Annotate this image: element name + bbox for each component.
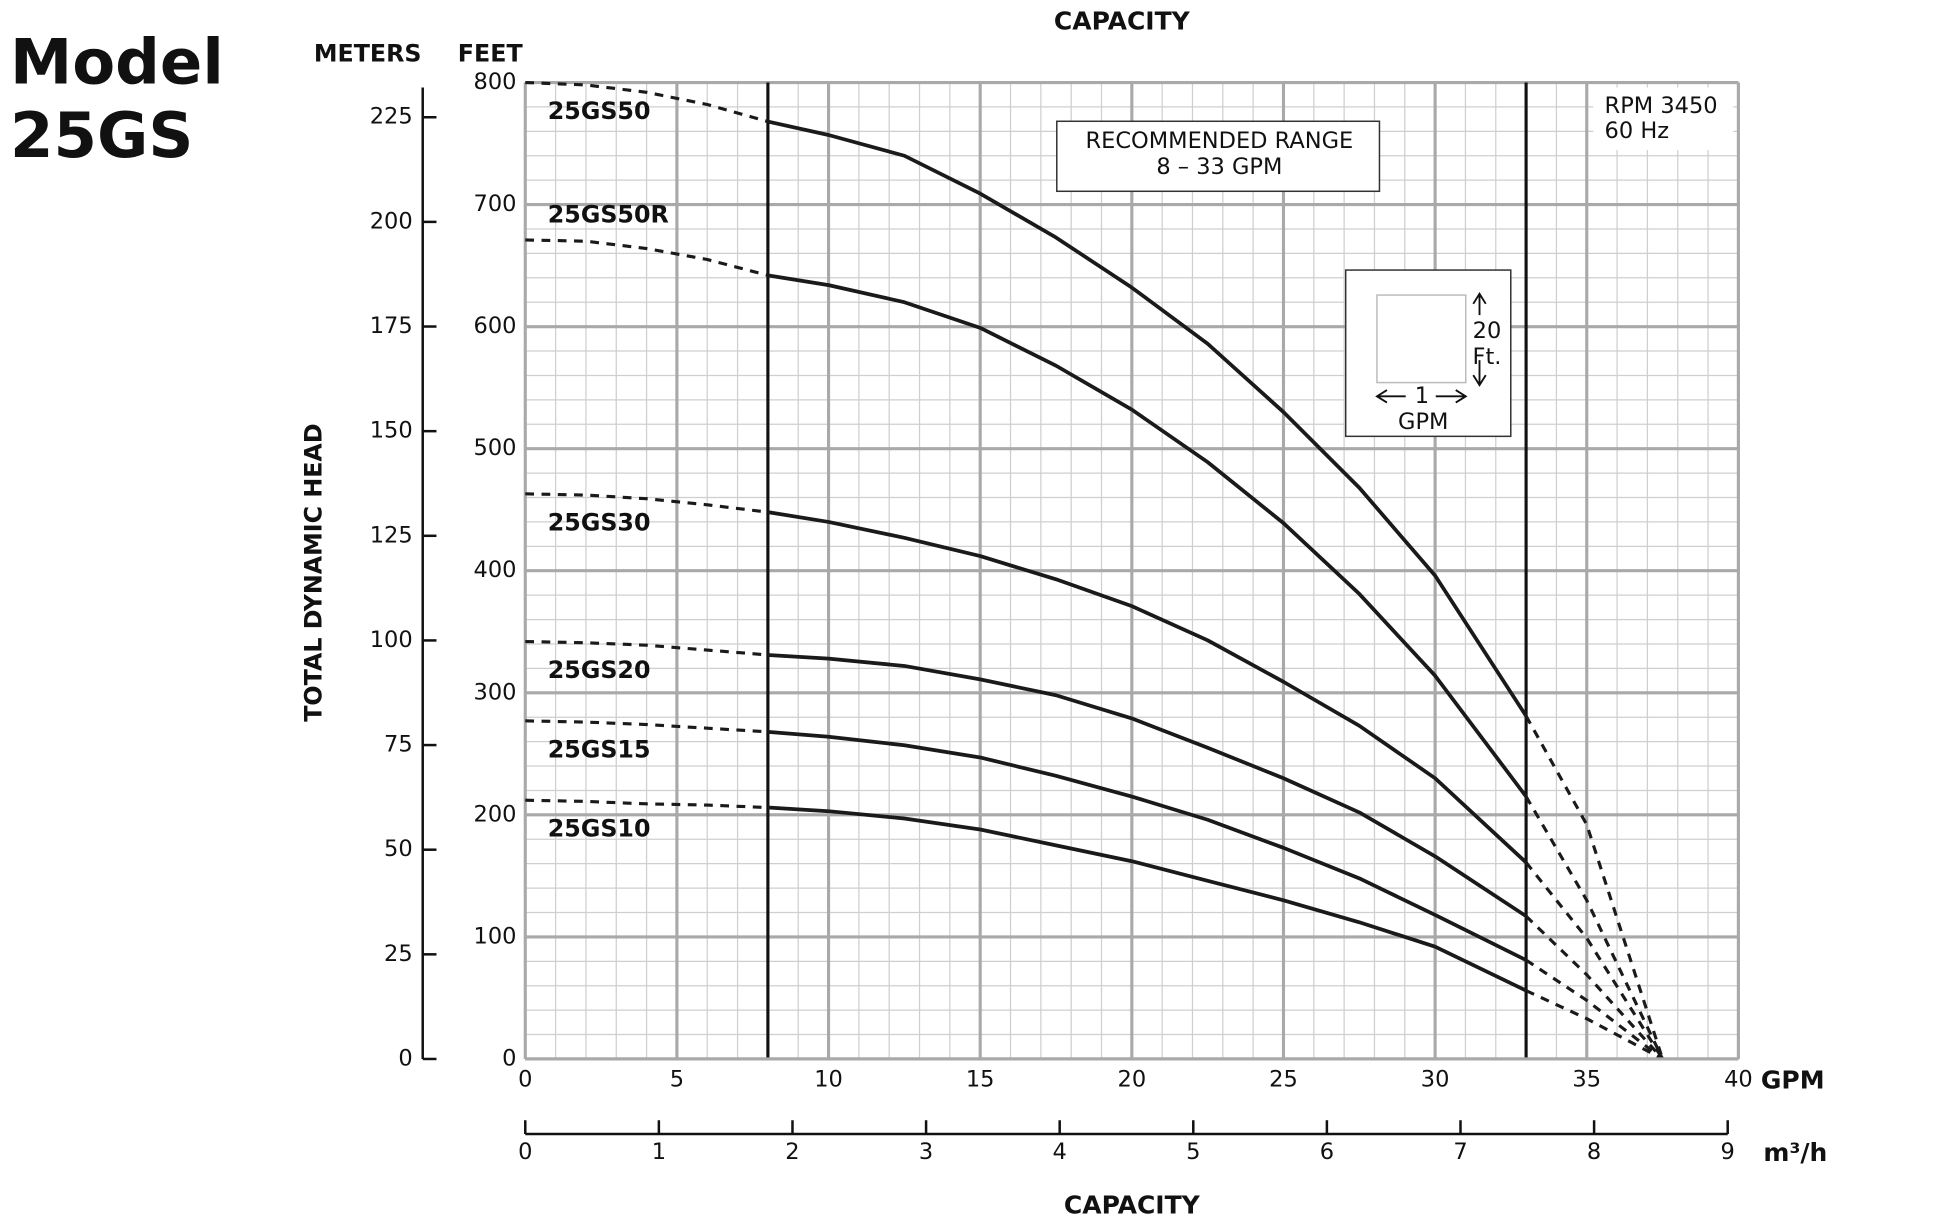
scale-arrow bbox=[1375, 389, 1468, 404]
y2-tick-label: 100 bbox=[370, 627, 413, 653]
y-unit: FEET bbox=[458, 40, 524, 68]
y-tick-label: 400 bbox=[474, 557, 517, 583]
y-tick-label: 600 bbox=[474, 313, 517, 339]
y2-tick-label: 0 bbox=[398, 1045, 412, 1071]
scale-gpm-unit: GPM bbox=[1398, 409, 1448, 435]
x2-tick-label: 9 bbox=[1721, 1139, 1735, 1165]
x-tick-label: 10 bbox=[814, 1067, 843, 1093]
x2-title: CAPACITY bbox=[1064, 1191, 1201, 1219]
series-label: 25GS50R bbox=[548, 201, 669, 229]
y-tick-label: 500 bbox=[474, 435, 517, 461]
x-tick-label: 35 bbox=[1572, 1067, 1601, 1093]
series-line bbox=[767, 805, 1527, 993]
series-line-dashed bbox=[525, 719, 768, 734]
grid bbox=[523, 80, 1740, 1061]
series-line-dashed bbox=[525, 798, 768, 810]
range-label: 8 – 33 GPM bbox=[1156, 154, 1282, 180]
y2-tick-label: 175 bbox=[370, 313, 413, 339]
x2-tick-label: 8 bbox=[1587, 1139, 1601, 1165]
x2-tick-label: 0 bbox=[518, 1139, 532, 1165]
range-box bbox=[1056, 120, 1381, 193]
x-tick-label: 30 bbox=[1421, 1067, 1450, 1093]
y2-tick-label: 25 bbox=[384, 941, 413, 967]
y2-tick-label: 75 bbox=[384, 732, 413, 758]
series-line-dashed bbox=[1525, 989, 1664, 1061]
x-tick-label: 25 bbox=[1269, 1067, 1298, 1093]
scale-box bbox=[1344, 269, 1512, 438]
series-label: 25GS20 bbox=[548, 656, 651, 684]
y2-unit: METERS bbox=[314, 40, 422, 68]
series-label: 25GS30 bbox=[548, 508, 651, 536]
series-label: 25GS15 bbox=[548, 735, 651, 763]
x-tick-label: 40 bbox=[1724, 1067, 1753, 1093]
series-label: 25GS50 bbox=[548, 97, 651, 125]
x2-tick-label: 3 bbox=[919, 1139, 933, 1165]
series-line-dashed bbox=[1525, 958, 1664, 1061]
y-tick-label: 200 bbox=[474, 801, 517, 827]
series-line-dashed bbox=[525, 80, 769, 124]
y2-tick-label: 150 bbox=[370, 418, 413, 444]
series-line bbox=[767, 510, 1528, 864]
x2-tick-label: 5 bbox=[1186, 1139, 1200, 1165]
x2-tick-label: 6 bbox=[1320, 1139, 1334, 1165]
series-line bbox=[767, 653, 1528, 918]
x2-tick-label: 7 bbox=[1453, 1139, 1467, 1165]
x-tick-label: 0 bbox=[518, 1067, 532, 1093]
y-tick-label: 700 bbox=[474, 191, 517, 217]
x2-tick-label: 4 bbox=[1053, 1139, 1067, 1165]
x-unit: GPM bbox=[1761, 1065, 1825, 1094]
scale-square bbox=[1376, 294, 1467, 384]
title: 25GS bbox=[10, 99, 193, 172]
series-line bbox=[767, 273, 1528, 798]
y2-tick-label: 225 bbox=[370, 104, 413, 130]
x2-unit: m³/h bbox=[1763, 1138, 1827, 1167]
y2-tick-label: 200 bbox=[370, 208, 413, 234]
series-line bbox=[767, 729, 1527, 962]
x-tick-label: 5 bbox=[670, 1067, 684, 1093]
info-text: 60 Hz bbox=[1605, 118, 1670, 144]
scale-arrow bbox=[1472, 292, 1487, 387]
x-tick-label: 15 bbox=[966, 1067, 995, 1093]
x-title: CAPACITY bbox=[1054, 7, 1191, 36]
y-tick-label: 100 bbox=[474, 923, 517, 949]
series-line-dashed bbox=[525, 238, 769, 277]
y-title: TOTAL DYNAMIC HEAD bbox=[300, 423, 328, 721]
y-tick-label: 0 bbox=[502, 1045, 516, 1071]
x2-tick-label: 2 bbox=[785, 1139, 799, 1165]
series-line-dashed bbox=[1525, 915, 1664, 1061]
series-line-dashed bbox=[525, 492, 769, 514]
y-tick-label: 300 bbox=[474, 679, 517, 705]
x-tick-label: 20 bbox=[1118, 1067, 1147, 1093]
info-text: RPM 3450 bbox=[1605, 93, 1718, 119]
y2-tick-label: 125 bbox=[370, 522, 413, 548]
range-label: RECOMMENDED RANGE bbox=[1085, 128, 1353, 154]
series-label: 25GS10 bbox=[548, 815, 651, 843]
title: Model bbox=[10, 25, 224, 98]
scale-ft-unit: Ft. bbox=[1473, 344, 1502, 370]
y2-tick-label: 50 bbox=[384, 836, 413, 862]
scale-gpm: 1 bbox=[1415, 383, 1429, 409]
series-line-dashed bbox=[1524, 795, 1664, 1060]
series-line-dashed bbox=[525, 639, 769, 657]
x2-tick-label: 1 bbox=[652, 1139, 666, 1165]
y-tick-label: 800 bbox=[474, 69, 517, 95]
scale-ft: 20 bbox=[1473, 318, 1502, 344]
series-line bbox=[767, 119, 1528, 718]
marks bbox=[525, 80, 1665, 1061]
info-bg bbox=[1593, 87, 1734, 151]
